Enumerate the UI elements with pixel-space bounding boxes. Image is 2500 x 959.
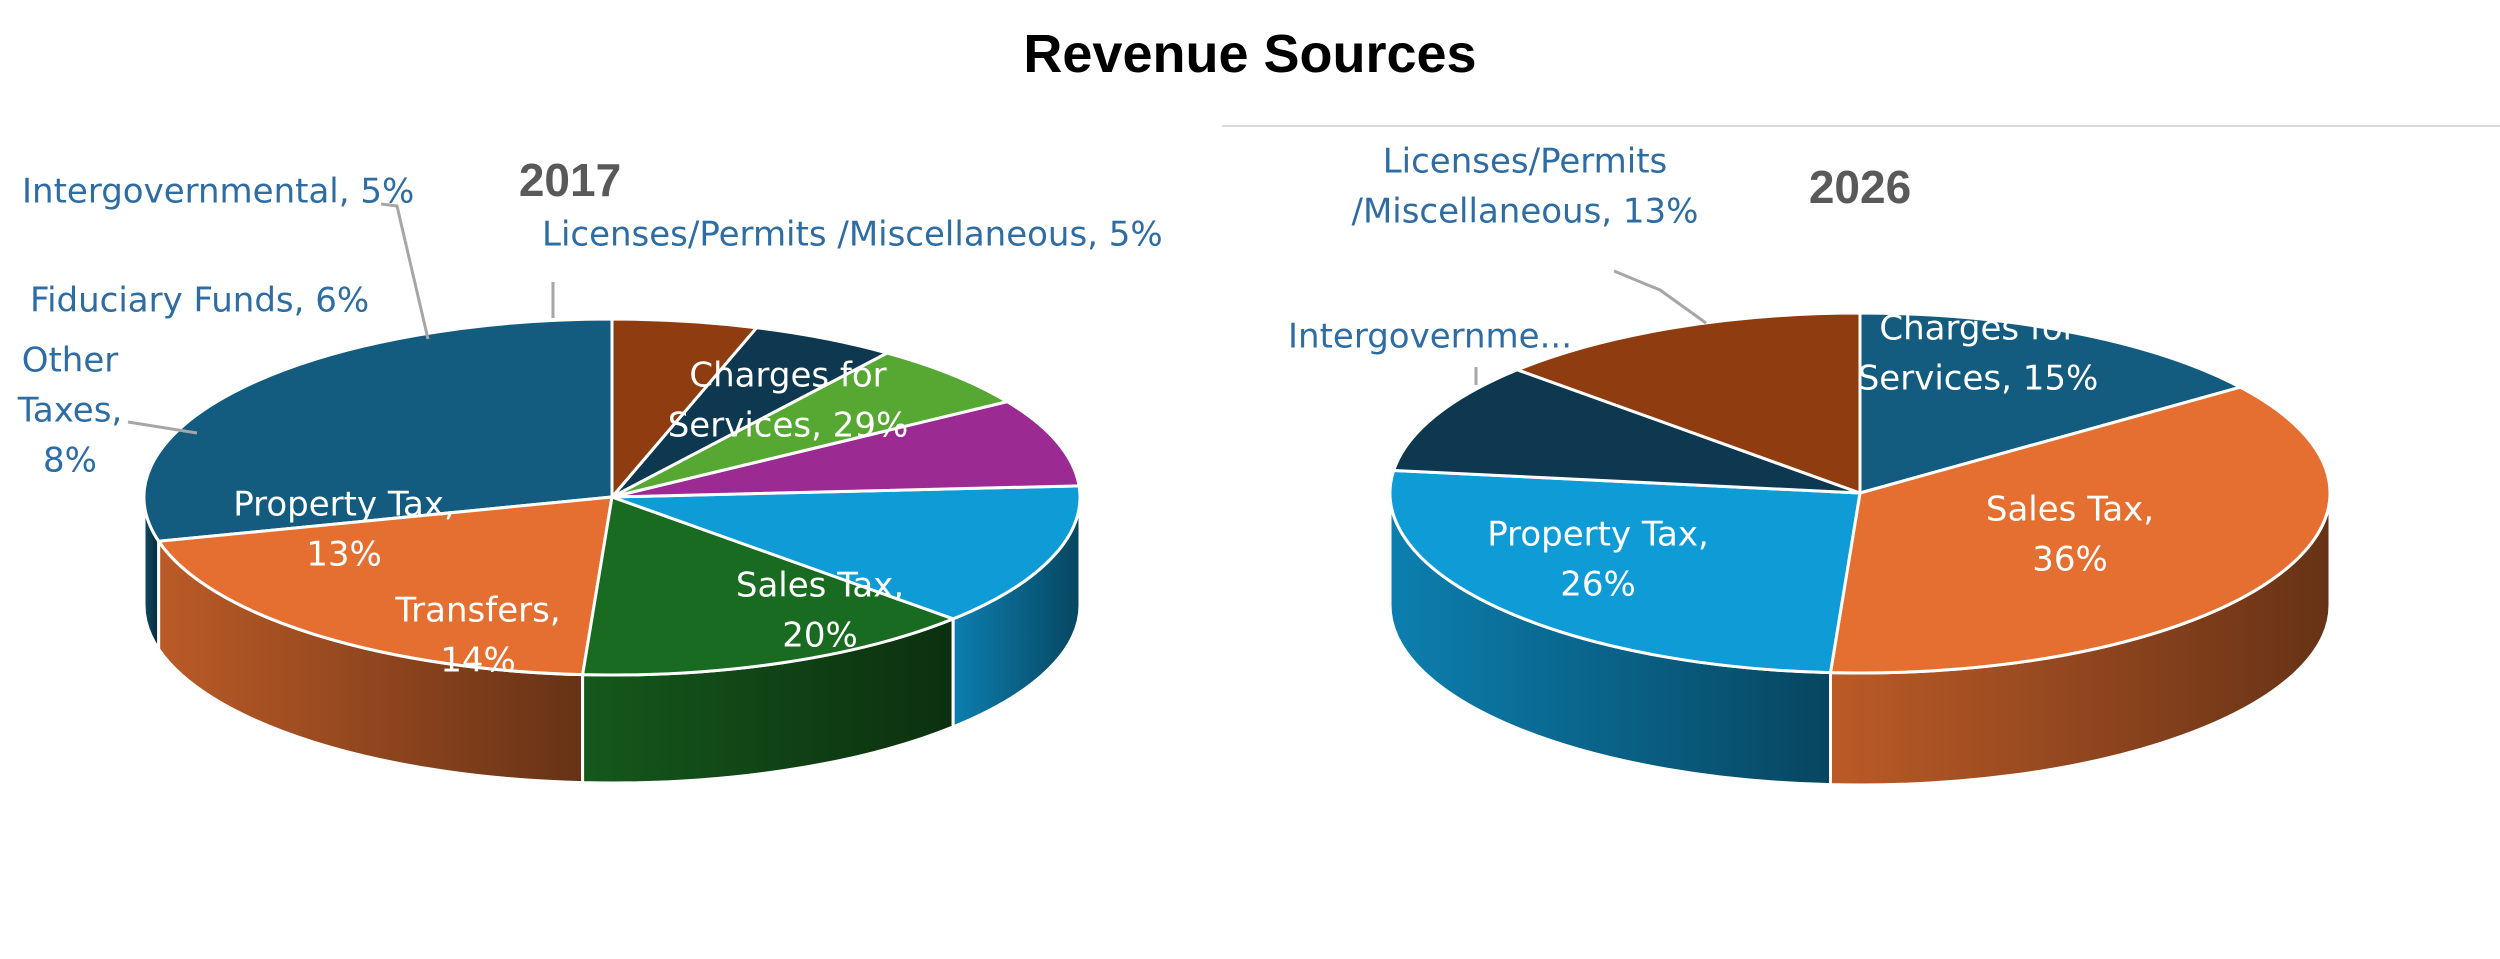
data-label-charges-for-services: Services, 29%: [668, 406, 909, 446]
pie-slice-licenses-permits-miscellaneous: [610, 317, 759, 499]
data-label-property-tax: 13%: [306, 535, 382, 575]
data-label-sales-tax: Sales Tax,: [736, 566, 904, 606]
data-label-sales-tax: 20%: [782, 616, 858, 656]
data-label-charges-for-services: Charges for: [1879, 309, 2076, 349]
data-label-property-tax: Property Tax,: [1487, 515, 1709, 555]
data-label-licenses-permits-miscellaneous: Licenses/Permits /Miscellaneous, 5%: [542, 215, 1163, 255]
pie-slice-sales-tax: [157, 495, 614, 677]
data-label-charges-for-services: Charges for: [689, 356, 886, 396]
data-label-transfers: Transfers,: [394, 591, 560, 631]
pie-title-2026: 2026: [1809, 161, 1911, 213]
data-label-other-taxes: Other: [22, 341, 119, 381]
pie-slice-licenses-permits-miscellaneous: [1515, 311, 1862, 495]
data-label-other-taxes: 8%: [43, 441, 97, 481]
pie-slice-property-tax: [1388, 468, 1862, 675]
pie-slice-sales-tax: [1828, 385, 2332, 675]
pie-title-2017: 2017: [519, 154, 621, 206]
data-label-fiduciary-funds: Fiduciary Funds, 6%: [30, 281, 369, 321]
pie-chart-2017: Charges for Services, 29% Sales Tax, 20% Tra…: [17, 172, 1163, 785]
data-label-licenses-permits-miscellaneous: Licenses/Permits: [1383, 142, 1668, 182]
pie-slice-charges-for-services: [142, 317, 614, 543]
pie-side-wall: [142, 495, 1082, 785]
pie-slice-property-tax: [610, 484, 1082, 621]
data-label-property-tax: 26%: [1560, 565, 1636, 605]
data-label-other-taxes: Taxes,: [17, 391, 123, 431]
pie-slice-transfers: [581, 495, 955, 677]
pie-slice-charges-for-services: [1858, 311, 2242, 495]
pie-chart-2026: Charges for Services, 15% Sales Tax, 36% Pro…: [1288, 142, 2332, 787]
data-label-charges-for-services: Services, 15%: [1858, 359, 2099, 399]
data-label-licenses-permits-miscellaneous: /Miscellaneous, 13%: [1351, 192, 1698, 232]
data-label-sales-tax: Sales Tax,: [1986, 490, 2154, 530]
pie-slice-fiduciary-funds: [610, 351, 1009, 499]
pie-slice-intergovernmental: [610, 326, 889, 499]
data-label-property-tax: Property Tax,: [233, 485, 455, 525]
data-label-transfers: 14%: [440, 641, 516, 681]
leader-line-licenses-permits-miscellaneous: [1613, 269, 1707, 325]
pie-slice-other-taxes: [610, 400, 1081, 499]
data-label-sales-tax: 36%: [2032, 540, 2108, 580]
figure-title: Revenue Sources: [1023, 24, 1476, 84]
leader-line-other-taxes: [127, 420, 198, 435]
pie-slice-intergovernmental: [1392, 368, 1862, 495]
leader-line-intergovernmental: [380, 202, 430, 340]
data-label-intergovernmental: Intergovernmental, 5%: [22, 172, 414, 212]
data-label-intergovernmental: Intergovernme...: [1288, 317, 1572, 357]
